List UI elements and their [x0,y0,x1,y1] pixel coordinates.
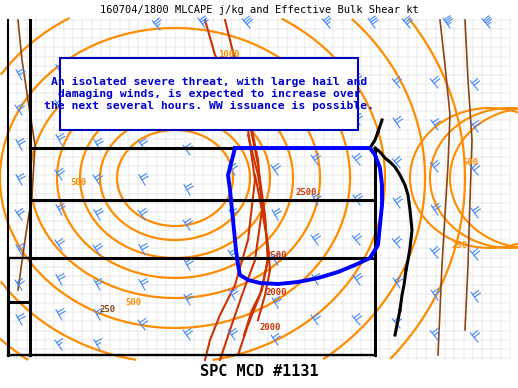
Text: SPC MCD #1131: SPC MCD #1131 [199,364,319,379]
Text: 500: 500 [462,158,478,167]
Text: 2000: 2000 [265,288,286,297]
Text: 2000: 2000 [260,323,281,332]
Text: 2500: 2500 [265,251,286,260]
Text: 160704/1800 MLCAPE j/kg and Effective Bulk Shear kt: 160704/1800 MLCAPE j/kg and Effective Bu… [99,5,419,15]
Text: 250: 250 [452,241,468,250]
Text: 500: 500 [125,298,141,307]
Text: 500: 500 [70,178,86,187]
Text: 2500: 2500 [295,188,316,197]
Text: 250: 250 [100,305,116,314]
FancyBboxPatch shape [60,58,358,130]
Text: 1000: 1000 [218,50,239,59]
Text: An isolated severe threat, with large hail and
damaging winds, is expected to in: An isolated severe threat, with large ha… [44,76,374,111]
